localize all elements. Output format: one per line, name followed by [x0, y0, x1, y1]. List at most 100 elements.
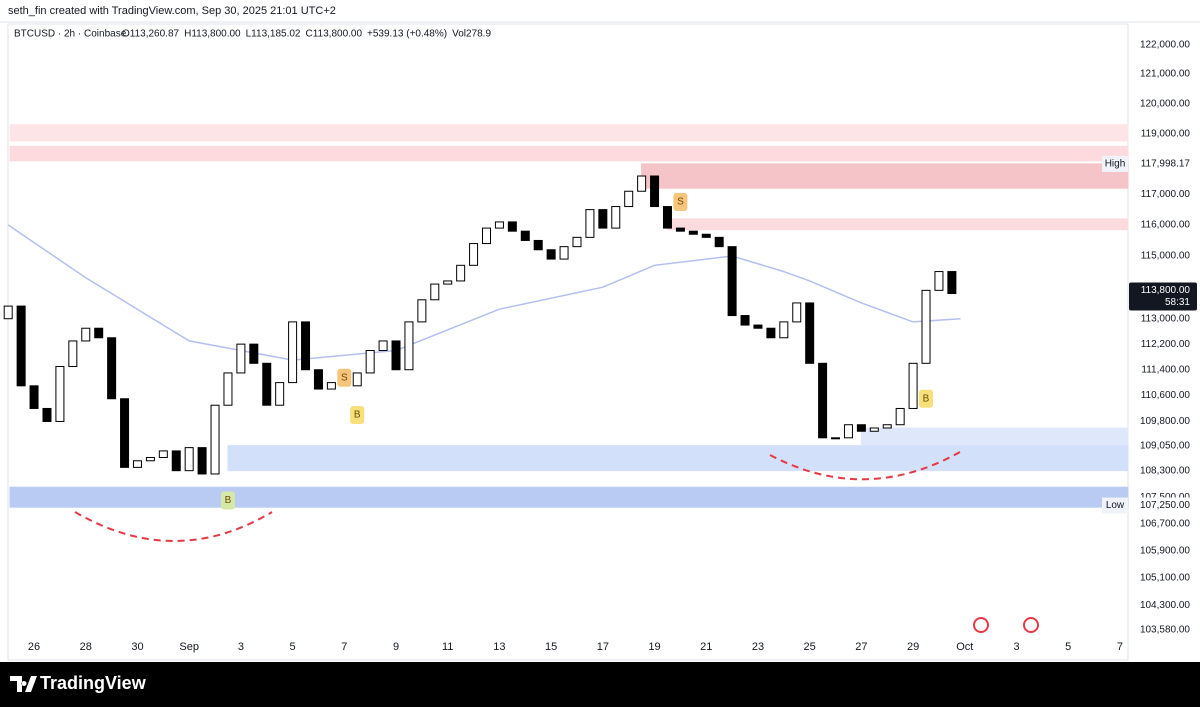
candle-body	[831, 437, 841, 440]
high-value: 117,998.17	[1141, 159, 1191, 170]
y-tick-label: 113,000.00	[1141, 313, 1191, 324]
signal-label: B	[354, 410, 361, 421]
candle-body	[236, 343, 246, 374]
candle-body	[171, 450, 181, 472]
candle-body	[262, 362, 272, 406]
x-tick-label: 28	[80, 641, 92, 653]
zone	[227, 445, 1129, 472]
candle-body	[805, 302, 815, 364]
x-tick-label: 23	[752, 641, 764, 653]
candle-body	[662, 206, 672, 229]
signal	[220, 491, 235, 510]
candle-body	[624, 190, 634, 208]
arc	[769, 451, 961, 481]
countdown: 58:31	[1165, 297, 1190, 308]
candle-body	[947, 271, 957, 294]
candle-body	[391, 340, 401, 371]
y-tick-label: 120,000.00	[1140, 98, 1190, 109]
x-tick-label: 13	[493, 641, 505, 653]
y-tick-label: 110,600.00	[1141, 390, 1191, 401]
y-tick-label: 115,000.00	[1141, 251, 1191, 262]
symbol: BTCUSD · 2h · Coinbase	[14, 29, 127, 40]
candle-body	[223, 372, 233, 406]
y-tick-label: 109,050.00	[1140, 441, 1190, 452]
candle-body	[727, 246, 737, 317]
attribution: seth_fin created with TradingView.com, S…	[8, 5, 336, 17]
candle-body	[740, 315, 750, 326]
candle-body	[546, 249, 556, 260]
signal	[919, 389, 934, 408]
quote: Vol278.9	[452, 29, 491, 40]
y-tick-label: 108,300.00	[1140, 465, 1190, 476]
y-tick-label: 121,000.00	[1140, 69, 1190, 80]
candle-body	[494, 221, 504, 229]
x-tick-label: 15	[545, 641, 557, 653]
candle-body	[197, 447, 207, 475]
y-tick-label: 104,300.00	[1140, 600, 1190, 611]
signal-label: B	[225, 495, 232, 506]
candle-body	[94, 327, 104, 339]
candle-body	[779, 321, 789, 339]
candle-body	[55, 366, 65, 422]
y-tick-label: 106,700.00	[1140, 519, 1190, 530]
signal-label: B	[923, 393, 930, 404]
x-tick-label: 5	[290, 641, 296, 653]
x-tick-label: 29	[907, 641, 919, 653]
x-tick-label: 9	[393, 641, 399, 653]
y-tick-label: 107,500.00	[1140, 492, 1190, 503]
x-tick-label: 7	[341, 641, 347, 653]
candle-body	[145, 456, 155, 462]
quote: +539.13 (+0.48%)	[367, 29, 447, 40]
high-marker	[1102, 155, 1128, 172]
candle-body	[275, 382, 285, 406]
candle-body	[908, 362, 918, 409]
signal	[350, 405, 365, 424]
x-tick-label: Oct	[956, 641, 973, 653]
candle-body	[430, 283, 440, 301]
candle-body	[378, 340, 388, 352]
y-tick-label: 112,200.00	[1141, 339, 1191, 350]
y-tick-label: 116,000.00	[1141, 220, 1191, 231]
zone	[641, 163, 1129, 189]
candle-body	[701, 233, 711, 238]
candle-body	[714, 236, 724, 248]
candle-body	[120, 398, 130, 468]
candle-body	[68, 340, 78, 368]
x-tick-label: 17	[597, 641, 609, 653]
y-tick-label: 109,800.00	[1140, 416, 1190, 427]
candle-body	[598, 209, 608, 229]
candle-body	[482, 227, 492, 245]
x-tick-label: 3	[238, 641, 244, 653]
candle-body	[559, 246, 569, 260]
x-tick-label: 26	[28, 641, 40, 653]
candle-body	[365, 350, 375, 374]
y-tick-label: 103,580.00	[1140, 625, 1190, 636]
candle-body	[404, 321, 414, 371]
candle-body	[766, 327, 776, 339]
candle-body	[443, 280, 453, 285]
x-tick-label: 27	[855, 641, 867, 653]
candle-body	[507, 221, 517, 232]
y-tick-label: 117,000.00	[1141, 189, 1191, 200]
quote: L113,185.02	[246, 29, 301, 40]
x-tick-label: 3	[1013, 641, 1019, 653]
candle-body	[818, 362, 828, 439]
candle-body	[869, 427, 879, 432]
zone	[9, 124, 1129, 142]
signal-label: S	[341, 372, 348, 383]
y-tick-label: 105,900.00	[1140, 545, 1190, 556]
candle-body	[572, 236, 582, 248]
x-tick-label: 7	[1117, 641, 1123, 653]
footer	[0, 662, 1200, 707]
candle-body	[637, 175, 647, 192]
candle-body	[107, 337, 117, 400]
low-value-box	[1129, 497, 1199, 514]
last-price: 113,800.00	[1141, 285, 1191, 296]
zone	[666, 218, 1129, 231]
event-icon[interactable]	[973, 617, 989, 633]
candle-body	[313, 369, 323, 390]
x-tick-label: 21	[700, 641, 712, 653]
event-icon[interactable]	[1023, 617, 1039, 633]
